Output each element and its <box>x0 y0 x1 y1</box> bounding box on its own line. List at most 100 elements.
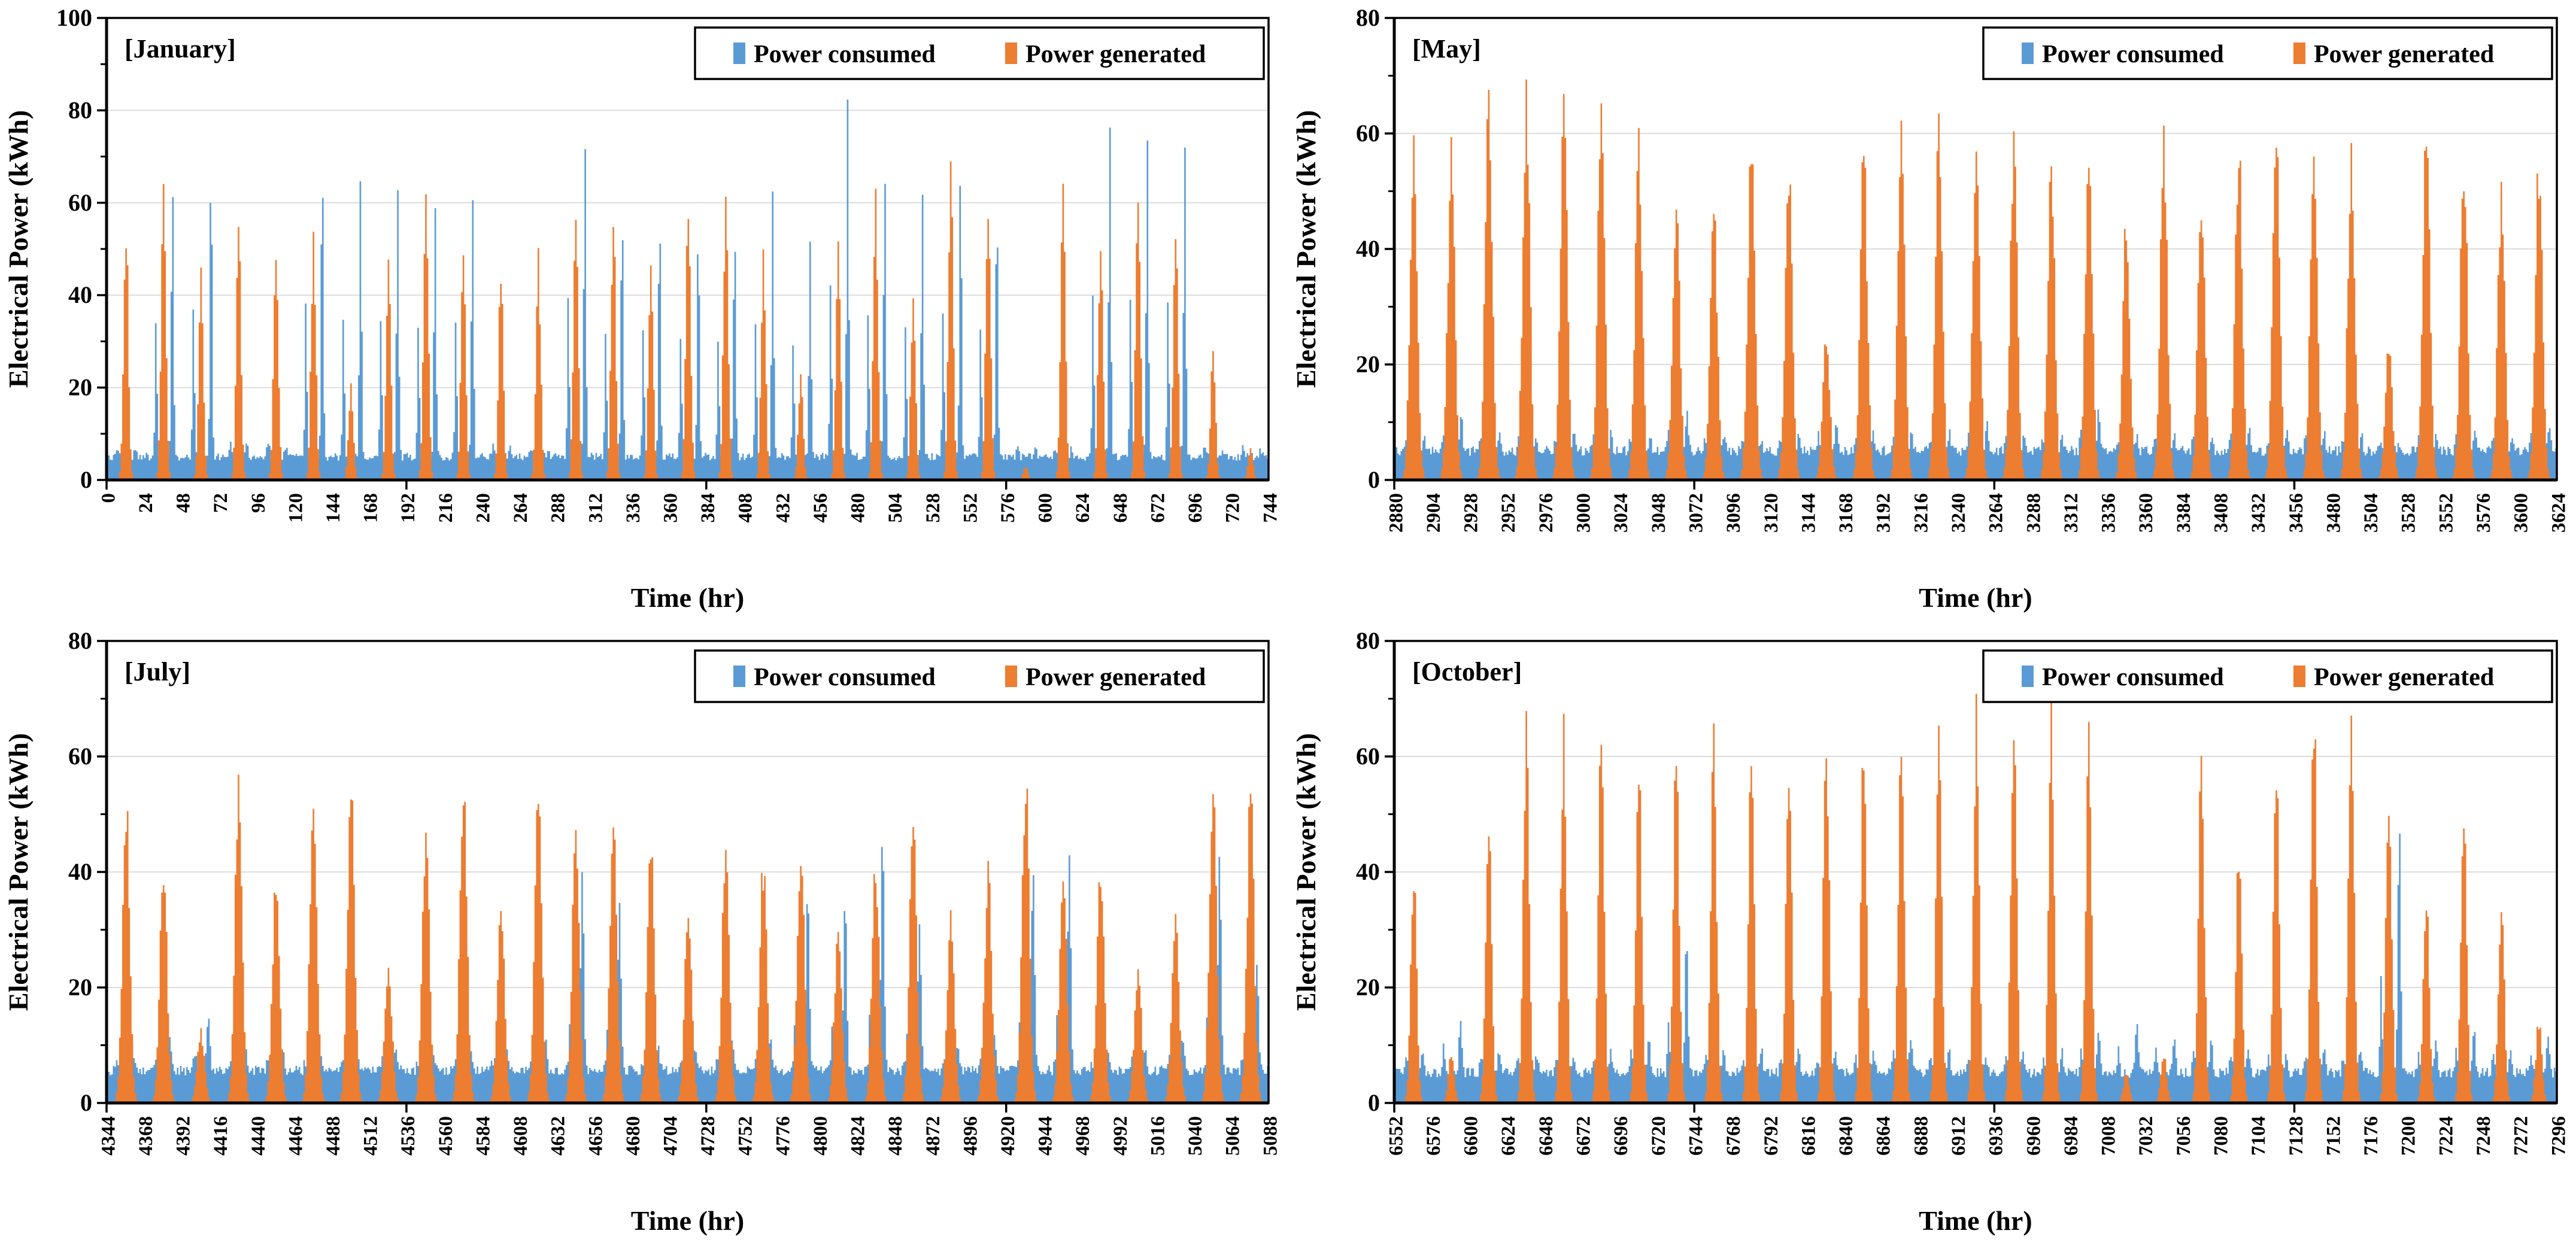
x-tick-label: 3408 <box>2210 493 2232 533</box>
x-tick-label: 4416 <box>210 1116 232 1156</box>
x-tick-label: 2952 <box>1498 493 1519 533</box>
legend-item-generated-marker-icon <box>1005 42 1017 64</box>
x-tick-label: 2976 <box>1536 493 1557 533</box>
legend-item-consumed: Power consumed <box>2022 41 2224 68</box>
x-tick-label: 3552 <box>2435 493 2457 533</box>
y-axis-title: Electrical Power (kWh) <box>1291 733 1321 1011</box>
x-tick-label: 456 <box>810 493 832 523</box>
x-axis-ticks <box>1393 480 2296 490</box>
x-tick-label: 624 <box>1072 493 1094 523</box>
x-tick-label: 7056 <box>2173 1116 2195 1156</box>
legend-item-generated-marker-icon <box>1005 665 1017 687</box>
x-tick-label: 6864 <box>1873 1116 1895 1156</box>
x-tick-label: 7272 <box>2511 1116 2532 1156</box>
x-tick-label: 5064 <box>1222 1116 1244 1156</box>
chart-panel-january: 0 20 40 60 80 100 0 24 48 72 96 120 144 168 192 216 240 2… <box>0 0 1288 623</box>
x-axis-title: Time (hr) <box>1919 1205 2032 1236</box>
legend-item-generated-label: Power generated <box>1025 41 1206 68</box>
x-tick-label: 3600 <box>2511 493 2532 533</box>
y-tick-label: 20 <box>68 374 92 401</box>
x-tick-label: 3072 <box>1685 493 1707 533</box>
x-tick-label: 240 <box>472 493 494 523</box>
legend: Power consumed Power generated <box>694 26 1265 80</box>
legend-item-generated: Power generated <box>1005 664 1206 691</box>
x-tick-label: 5016 <box>1147 1116 1169 1156</box>
x-tick-label: 6792 <box>1761 1116 1782 1156</box>
x-tick-label: 2904 <box>1423 493 1445 533</box>
chart-panel-july: 0 20 40 60 80 4344 4368 4392 4416 4440 4464 4488 451… <box>0 623 1288 1246</box>
y-tick-label: 0 <box>1368 466 1380 493</box>
bars-generated <box>114 774 1263 1103</box>
x-tick-label: 72 <box>210 493 232 513</box>
y-tick-label: 0 <box>80 466 92 493</box>
x-tick-label: 408 <box>735 493 757 523</box>
x-tick-labels: 0 24 48 72 96 120 144 168 192 216 240 264 288 312 336 3… <box>98 493 1281 523</box>
x-tick-label: 504 <box>885 493 906 523</box>
x-tick-label: 6576 <box>1423 1116 1445 1156</box>
x-tick-label: 480 <box>848 493 869 523</box>
x-tick-label: 4344 <box>98 1116 119 1156</box>
x-tick-label: 24 <box>135 493 157 513</box>
x-tick-label: 3384 <box>2173 493 2195 533</box>
x-tick-label: 720 <box>1222 493 1244 523</box>
x-tick-label: 7128 <box>2286 1116 2307 1156</box>
x-tick-label: 192 <box>398 493 419 523</box>
x-tick-label: 6600 <box>1461 1116 1482 1156</box>
y-tick-label: 40 <box>1356 235 1380 262</box>
legend-item-consumed-label: Power consumed <box>754 664 936 691</box>
legend-item-generated-label: Power generated <box>1025 664 1206 691</box>
x-tick-label: 2880 <box>1385 493 1407 533</box>
legend-item-consumed-label: Power consumed <box>754 41 936 68</box>
y-axis-ticks: 0 20 40 60 80 <box>1356 4 1394 493</box>
legend-item-generated-label: Power generated <box>2314 41 2494 68</box>
y-tick-label: 40 <box>68 281 92 308</box>
x-tick-label: 7104 <box>2248 1116 2269 1156</box>
x-tick-label: 2928 <box>1461 493 1482 533</box>
x-tick-label: 264 <box>510 493 532 523</box>
x-tick-label: 696 <box>1185 493 1206 523</box>
chart-svg-july: 0 20 40 60 80 4344 4368 4392 4416 4440 4464 4488 451… <box>3 627 1281 1236</box>
x-tick-label: 4872 <box>923 1116 944 1156</box>
x-tick-label: 4560 <box>435 1116 457 1156</box>
x-tick-label: 6624 <box>1498 1116 1519 1156</box>
x-tick-label: 7032 <box>2135 1116 2157 1156</box>
x-axis-ticks <box>1393 1103 2296 1113</box>
y-tick-label: 60 <box>68 189 92 216</box>
x-tick-label: 4392 <box>173 1116 195 1156</box>
x-tick-label: 4608 <box>510 1116 532 1156</box>
y-tick-label: 60 <box>68 743 92 770</box>
x-tick-label: 5040 <box>1185 1116 1206 1156</box>
legend-item-consumed-marker-icon <box>733 665 745 687</box>
x-axis-title: Time (hr) <box>1919 582 2032 613</box>
chart-svg-may: 0 20 40 60 80 2880 2904 2928 2952 2976 3000 3024 304… <box>1291 4 2569 613</box>
x-tick-label: 4728 <box>697 1116 719 1156</box>
x-tick-label: 312 <box>585 493 606 523</box>
legend: Power consumed Power generated <box>1982 649 2553 703</box>
x-tick-label: 4896 <box>960 1116 981 1156</box>
y-tick-label: 40 <box>1356 858 1380 885</box>
x-tick-label: 6984 <box>2061 1116 2082 1156</box>
x-tick-label: 4464 <box>285 1116 307 1156</box>
x-tick-label: 3360 <box>2135 493 2157 533</box>
x-tick-label: 3504 <box>2360 493 2382 533</box>
legend-box <box>1982 26 2553 80</box>
x-axis-ticks <box>105 480 1008 490</box>
x-tick-label: 4992 <box>1110 1116 1131 1156</box>
x-tick-label: 7200 <box>2398 1116 2420 1156</box>
chart-panel-may: 0 20 40 60 80 2880 2904 2928 2952 2976 3000 3024 304… <box>1288 0 2576 623</box>
x-tick-label: 4680 <box>623 1116 644 1156</box>
x-tick-label: 6768 <box>1723 1116 1744 1156</box>
x-tick-label: 7176 <box>2360 1116 2382 1156</box>
x-tick-label: 4752 <box>735 1116 757 1156</box>
x-tick-label: 4536 <box>398 1116 419 1156</box>
x-tick-label: 432 <box>772 493 794 523</box>
x-tick-label: 6648 <box>1536 1116 1557 1156</box>
x-tick-label: 96 <box>248 493 269 513</box>
x-tick-label: 7224 <box>2435 1116 2457 1156</box>
y-tick-label: 80 <box>68 627 92 654</box>
x-tick-label: 6960 <box>2023 1116 2044 1156</box>
x-tick-label: 4632 <box>548 1116 569 1156</box>
bars-generated <box>119 161 1257 480</box>
x-tick-label: 3192 <box>1873 493 1895 533</box>
x-axis-ticks <box>105 1103 1008 1113</box>
